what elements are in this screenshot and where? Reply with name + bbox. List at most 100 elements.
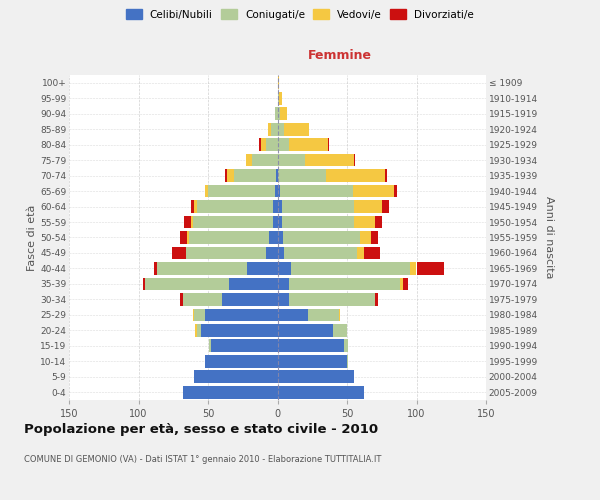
Text: Popolazione per età, sesso e stato civile - 2010: Popolazione per età, sesso e stato civil…	[24, 422, 378, 436]
Bar	[277, 386, 364, 398]
Bar	[187, 231, 188, 244]
Bar	[201, 324, 277, 336]
Bar	[145, 278, 229, 290]
Bar	[333, 324, 347, 336]
Bar	[193, 216, 274, 228]
Bar	[400, 278, 403, 290]
Bar	[194, 308, 205, 321]
Bar	[274, 216, 277, 228]
Bar	[284, 123, 310, 136]
Bar	[277, 169, 326, 182]
Bar	[385, 169, 388, 182]
Bar	[277, 123, 284, 136]
Bar	[275, 184, 277, 198]
Bar	[196, 324, 197, 336]
Bar	[277, 324, 333, 336]
Bar	[253, 154, 277, 166]
Bar	[394, 184, 397, 198]
Bar	[277, 216, 281, 228]
Bar	[247, 262, 277, 275]
Bar	[205, 308, 277, 321]
Bar	[277, 138, 289, 151]
Bar	[375, 293, 377, 306]
Bar	[371, 231, 377, 244]
Bar	[277, 154, 305, 166]
Bar	[180, 231, 187, 244]
Bar	[280, 108, 287, 120]
Bar	[275, 108, 277, 120]
Bar	[268, 123, 271, 136]
Bar	[289, 293, 375, 306]
Bar	[211, 340, 277, 352]
Bar	[416, 262, 444, 275]
Bar	[277, 200, 281, 213]
Bar	[403, 278, 408, 290]
Bar	[183, 386, 277, 398]
Bar	[289, 138, 328, 151]
Bar	[277, 76, 279, 89]
Bar	[277, 262, 292, 275]
Bar	[266, 246, 277, 260]
Bar	[186, 246, 266, 260]
Bar	[277, 246, 284, 260]
Bar	[191, 200, 194, 213]
Bar	[261, 138, 266, 151]
Bar	[194, 370, 277, 383]
Bar	[183, 293, 222, 306]
Bar	[277, 92, 279, 104]
Bar	[191, 216, 193, 228]
Bar	[284, 246, 357, 260]
Bar	[227, 169, 235, 182]
Bar	[354, 154, 355, 166]
Bar	[281, 200, 354, 213]
Bar	[193, 308, 194, 321]
Bar	[277, 184, 280, 198]
Bar	[188, 231, 269, 244]
Bar	[271, 123, 277, 136]
Bar	[259, 138, 261, 151]
Bar	[347, 355, 349, 368]
Bar	[289, 278, 400, 290]
Bar	[205, 355, 277, 368]
Bar	[279, 92, 281, 104]
Bar	[245, 154, 253, 166]
Bar	[277, 340, 344, 352]
Bar	[338, 308, 340, 321]
Bar	[154, 262, 157, 275]
Bar	[197, 324, 201, 336]
Y-axis label: Anni di nascita: Anni di nascita	[544, 196, 554, 279]
Bar	[328, 138, 329, 151]
Bar	[205, 184, 208, 198]
Bar	[354, 216, 375, 228]
Bar	[277, 355, 347, 368]
Bar	[326, 169, 385, 182]
Bar	[209, 340, 211, 352]
Bar	[308, 308, 338, 321]
Text: Femmine: Femmine	[308, 49, 372, 62]
Bar	[266, 138, 277, 151]
Bar	[143, 278, 145, 290]
Bar	[276, 169, 277, 182]
Bar	[224, 169, 227, 182]
Bar	[375, 216, 382, 228]
Bar	[172, 246, 186, 260]
Bar	[277, 108, 280, 120]
Text: COMUNE DI GEMONIO (VA) - Dati ISTAT 1° gennaio 2010 - Elaborazione TUTTITALIA.IT: COMUNE DI GEMONIO (VA) - Dati ISTAT 1° g…	[24, 455, 382, 464]
Bar	[208, 184, 275, 198]
Bar	[197, 200, 274, 213]
Bar	[281, 216, 354, 228]
Bar	[382, 200, 389, 213]
Bar	[277, 278, 289, 290]
Bar	[353, 184, 394, 198]
Bar	[280, 184, 353, 198]
Bar	[277, 231, 283, 244]
Y-axis label: Fasce di età: Fasce di età	[27, 204, 37, 270]
Bar	[222, 293, 277, 306]
Legend: Celibi/Nubili, Coniugati/e, Vedovi/e, Divorziati/e: Celibi/Nubili, Coniugati/e, Vedovi/e, Di…	[122, 5, 478, 24]
Bar	[184, 216, 191, 228]
Bar	[269, 231, 277, 244]
Bar	[364, 246, 380, 260]
Bar	[157, 262, 247, 275]
Bar	[410, 262, 416, 275]
Bar	[357, 246, 364, 260]
